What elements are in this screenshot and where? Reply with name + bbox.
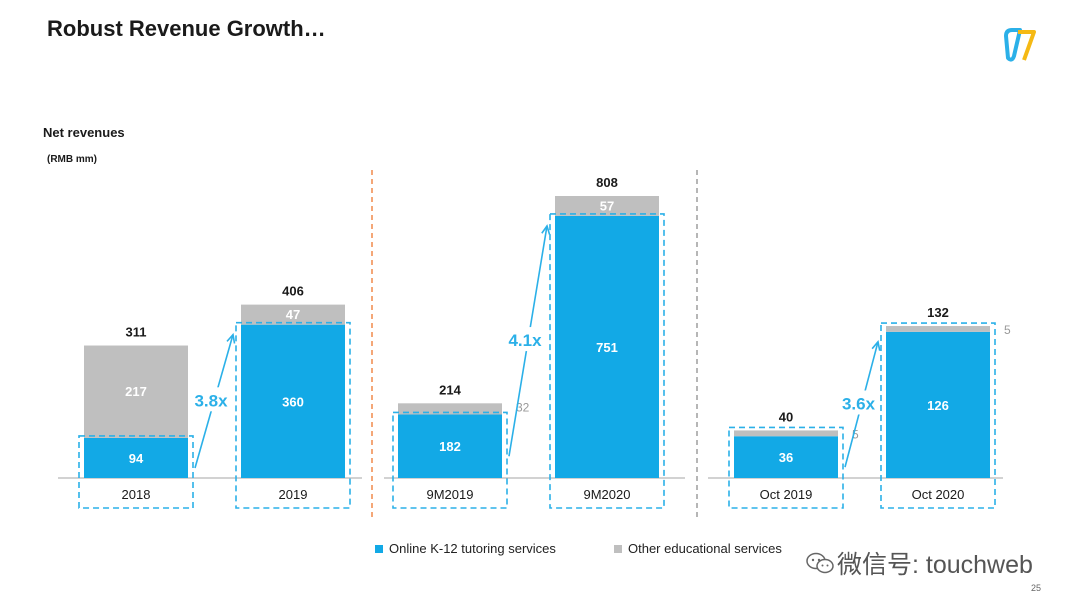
legend-item-online: Online K-12 tutoring services [375, 541, 556, 556]
data-label-other: 5 [1004, 323, 1011, 337]
data-label-online: 360 [282, 394, 304, 409]
data-label-total: 808 [596, 175, 618, 190]
x-tick-label: 2018 [122, 487, 151, 502]
data-label-other: 217 [125, 384, 147, 399]
growth-arrow-head [226, 332, 236, 344]
highlight-box [728, 426, 844, 509]
growth-label-bg [191, 387, 231, 412]
bar-other-2018 [84, 345, 188, 438]
x-tick-label: Oct 2019 [760, 487, 813, 502]
data-label-online: 36 [779, 450, 793, 465]
page-title: Robust Revenue Growth… [47, 16, 326, 41]
data-label-total: 406 [282, 284, 304, 299]
highlight-box [549, 213, 665, 509]
legend-swatch-other [614, 544, 622, 553]
watermark-text: 微信号: touchweb [837, 551, 1033, 579]
legend-swatch-online [375, 544, 383, 553]
growth-arrow-head [541, 224, 551, 235]
chart-title: Net revenues [43, 125, 125, 140]
legend-label-online: Online K-12 tutoring services [389, 541, 556, 556]
bar-other-2019 [241, 304, 345, 325]
bar-other-oct-2020 [886, 326, 990, 332]
data-label-total: 132 [927, 305, 949, 320]
legend-item-other: Other educational services [614, 541, 782, 556]
x-tick-label: 9M2019 [427, 487, 474, 502]
highlight-box [392, 411, 508, 509]
growth-label-bg [838, 390, 879, 415]
bar-online-oct-2019 [734, 436, 838, 478]
data-label-total: 40 [779, 409, 793, 424]
bar-online-2019 [241, 324, 345, 478]
data-label-other: 57 [600, 198, 614, 213]
x-tick-label: 2019 [279, 487, 308, 502]
highlight-box [880, 322, 996, 509]
bar-online-9m2020 [555, 215, 659, 478]
data-label-other: 47 [286, 307, 300, 322]
bar-online-oct-2020 [886, 331, 990, 478]
wechat-watermark: 微信号: touchweb [805, 545, 1033, 581]
growth-multiplier-label: 4.1x [508, 331, 542, 350]
page-number: 25 [1031, 583, 1042, 593]
data-label-total: 214 [439, 382, 461, 397]
data-label-other: 32 [516, 400, 530, 414]
growth-multiplier-label: 3.8x [194, 391, 228, 410]
bar-other-oct-2019 [734, 430, 838, 437]
bar-online-9m2019 [398, 414, 502, 478]
data-label-total: 311 [126, 325, 147, 340]
x-tick-label: Oct 2020 [912, 487, 965, 502]
data-label-other: 5 [852, 427, 859, 441]
company-logo-icon [1004, 28, 1036, 62]
bar-other-9m2020 [555, 196, 659, 216]
x-tick-label: 9M2020 [584, 487, 631, 502]
growth-arrow-head [871, 340, 881, 351]
y-axis-unit-label: (RMB mm) [47, 154, 97, 165]
wechat-icon [806, 552, 834, 574]
highlight-box [78, 435, 194, 509]
bar-online-2018 [84, 437, 188, 478]
legend-label-other: Other educational services [628, 541, 782, 556]
growth-multiplier-label: 3.6x [842, 394, 876, 413]
data-label-online: 182 [439, 439, 461, 454]
data-label-online: 126 [927, 398, 949, 413]
bar-other-9m2019 [398, 403, 502, 415]
data-label-online: 94 [129, 451, 144, 466]
growth-label-bg [505, 327, 545, 352]
data-label-online: 751 [596, 340, 618, 355]
